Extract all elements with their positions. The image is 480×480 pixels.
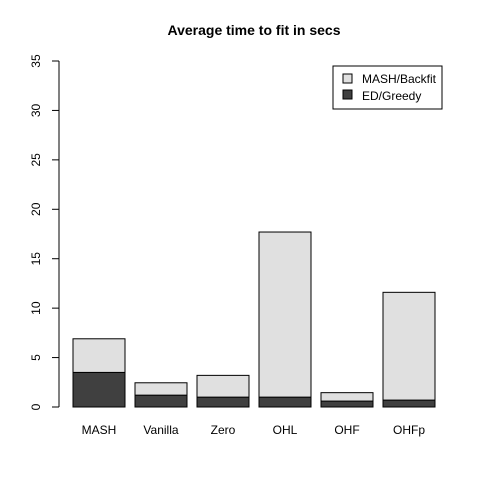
bar-ed-greedy-mash xyxy=(72,371,126,408)
x-tick-label: OHF xyxy=(334,423,359,437)
x-tick-label: Vanilla xyxy=(143,423,178,437)
x-tick-label: MASH xyxy=(82,423,117,437)
bar-ed-greedy-vanilla xyxy=(134,394,188,408)
legend-box xyxy=(332,65,443,110)
x-axis-labels: MASH Vanilla Zero OHL OHF OHFp xyxy=(82,423,426,437)
bar-ed-greedy-zero xyxy=(196,396,250,408)
chart-title: Average time to fit in secs xyxy=(168,22,341,38)
y-tick-label: 20 xyxy=(29,202,43,216)
y-tick-label: 0 xyxy=(29,403,43,410)
bar-ed-greedy-ohfp xyxy=(382,399,436,408)
x-tick-label: OHL xyxy=(273,423,298,437)
bar-mash-backfit-mash xyxy=(72,338,126,373)
bar-ed-greedy-ohf xyxy=(320,400,374,408)
y-tick-label: 5 xyxy=(29,354,43,361)
bar-mash-backfit-vanilla xyxy=(134,382,188,396)
bar-mash-backfit-zero xyxy=(196,374,250,398)
bar-ed-greedy-ohl xyxy=(258,396,312,408)
y-axis: 0 5 10 15 20 25 30 35 xyxy=(29,54,60,410)
y-tick-label: 30 xyxy=(29,103,43,117)
y-tick-label: 15 xyxy=(29,252,43,266)
legend-swatch-ed-greedy xyxy=(342,89,353,100)
y-tick-label: 35 xyxy=(29,54,43,68)
x-tick-label: Zero xyxy=(211,423,236,437)
legend-label-mash-backfit: MASH/Backfit xyxy=(362,72,437,86)
legend-swatch-mash-backfit xyxy=(342,73,353,84)
legend-label-ed-greedy: ED/Greedy xyxy=(362,89,421,103)
legend: MASH/Backfit ED/Greedy xyxy=(332,65,443,110)
y-tick-label: 25 xyxy=(29,153,43,167)
bars xyxy=(72,231,436,408)
bar-mash-backfit-ohfp xyxy=(382,291,436,401)
y-tick-label: 10 xyxy=(29,301,43,315)
bar-mash-backfit-ohl xyxy=(258,231,312,398)
bar-mash-backfit-ohf xyxy=(320,392,374,402)
x-tick-label: OHFp xyxy=(393,423,425,437)
